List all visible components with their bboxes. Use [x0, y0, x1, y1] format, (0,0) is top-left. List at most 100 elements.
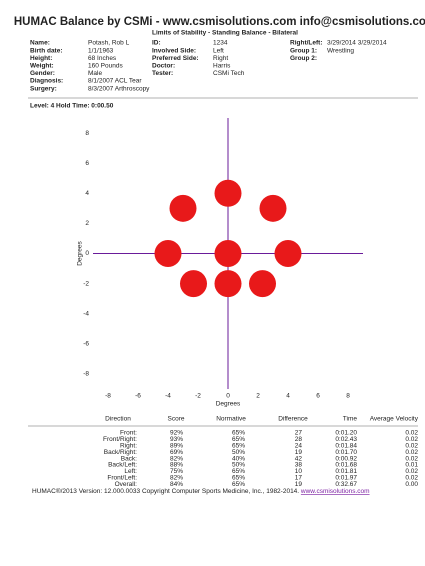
y-tick-label: 0: [85, 250, 89, 257]
field-value: Wrestling: [327, 47, 354, 54]
table-cell: 88%: [170, 462, 183, 469]
table-cell: 0:01.70: [335, 449, 357, 456]
field-value: CSMi Tech: [213, 70, 245, 77]
y-tick-label: 6: [85, 160, 89, 167]
x-tick-label: 4: [286, 393, 290, 400]
field-label: Involved Side:: [152, 47, 196, 54]
table-cell: 82%: [170, 475, 183, 482]
target-point: [214, 179, 242, 207]
table-cell: 65%: [232, 436, 245, 443]
table-cell: 75%: [170, 468, 183, 475]
field-label: Gender:: [30, 70, 55, 77]
x-tick-label: 8: [346, 393, 350, 400]
target-point: [259, 194, 287, 222]
table-cell: 0:01.84: [335, 443, 357, 450]
x-axis-label: Degrees: [216, 401, 241, 408]
table-cell: 0.00: [405, 481, 418, 488]
target-point: [180, 270, 207, 298]
table-cell: 50%: [232, 462, 245, 469]
table-cell: Front/Left:: [107, 475, 137, 482]
target-point: [169, 194, 197, 222]
table-cell: 0:02.43: [335, 436, 357, 443]
table-cell: 0:01.97: [335, 475, 357, 482]
table-header: Direction: [105, 416, 131, 423]
x-tick-label: -2: [195, 393, 201, 400]
table-cell: 65%: [232, 468, 245, 475]
field-label: ID:: [152, 40, 161, 47]
table-cell: 0:01.68: [335, 462, 357, 469]
table-cell: Right:: [120, 443, 137, 450]
table-cell: Back/Right:: [104, 449, 137, 456]
table-cell: 42: [295, 455, 303, 462]
table-cell: 50%: [232, 449, 245, 456]
field-value: 8/3/2007 Arthroscopy: [88, 85, 150, 92]
table-cell: 19: [295, 481, 303, 488]
target-point: [214, 240, 242, 267]
field-value: Male: [88, 70, 102, 77]
table-cell: 0.02: [405, 449, 418, 456]
field-value: Potash, Rob L: [88, 40, 130, 47]
field-value: Harris: [213, 63, 231, 70]
table-cell: Front/Right:: [103, 436, 137, 443]
table-header: Difference: [278, 416, 308, 423]
table-cell: 10: [295, 468, 303, 475]
x-tick-label: 0: [226, 393, 230, 400]
table-cell: 0.02: [405, 430, 418, 437]
table-header: Time: [343, 416, 358, 423]
field-value: 1/1/1963: [88, 47, 114, 54]
y-tick-label: -2: [83, 280, 89, 287]
table-cell: 0.02: [405, 443, 418, 450]
table-cell: 17: [295, 475, 303, 482]
field-label: Weight:: [30, 63, 54, 70]
field-label: Right/Left:: [290, 40, 323, 47]
table-cell: 65%: [232, 443, 245, 450]
y-tick-label: -8: [83, 371, 89, 378]
target-point: [214, 270, 242, 298]
x-tick-label: 6: [316, 393, 320, 400]
y-tick-label: -4: [83, 310, 89, 317]
table-cell: 28: [295, 436, 303, 443]
x-tick-label: -8: [105, 393, 111, 400]
table-cell: 40%: [232, 455, 245, 462]
table-cell: 19: [295, 449, 303, 456]
footer: HUMAC®/2013 Version: 12.000.0033 Copyrig…: [32, 487, 370, 495]
report-subtitle: Limits of Stability - Standing Balance -…: [152, 30, 298, 37]
field-label: Birth date:: [30, 47, 63, 54]
table-cell: Back:: [121, 455, 137, 462]
field-label: Group 2:: [290, 55, 317, 62]
field-label: Group 1:: [290, 47, 317, 54]
table-cell: 0.02: [405, 468, 418, 475]
field-label: Height:: [30, 55, 52, 62]
target-point: [154, 240, 182, 267]
y-tick-label: 4: [85, 190, 89, 197]
table-cell: 89%: [170, 443, 183, 450]
table-cell: 84%: [170, 481, 183, 488]
y-tick-label: 8: [85, 130, 89, 137]
y-tick-label: -6: [83, 341, 89, 348]
field-label: Surgery:: [30, 85, 57, 92]
table-cell: 82%: [170, 455, 183, 462]
table-cell: 24: [295, 443, 303, 450]
table-cell: 38: [295, 462, 303, 469]
table-cell: Front:: [120, 430, 137, 437]
footer-text: HUMAC®/2013 Version: 12.000.0033 Copyrig…: [32, 487, 299, 495]
target-point: [274, 240, 302, 267]
field-value: 68 Inches: [88, 55, 117, 62]
table-header: Score: [168, 416, 185, 423]
field-label: Preferred Side:: [152, 55, 199, 62]
table-cell: 65%: [232, 481, 245, 488]
footer-link[interactable]: www.csmisolutions.com: [300, 488, 370, 495]
field-label: Doctor:: [152, 63, 175, 70]
table-cell: Overall:: [115, 481, 138, 488]
table-cell: 65%: [232, 475, 245, 482]
table-header: Normative: [216, 416, 246, 423]
table-cell: 65%: [232, 430, 245, 437]
table-cell: 27: [295, 430, 303, 437]
table-cell: 0.02: [405, 455, 418, 462]
table-cell: 0:01.20: [335, 430, 357, 437]
field-value: Right: [213, 55, 228, 62]
field-value: 1234: [213, 40, 228, 47]
